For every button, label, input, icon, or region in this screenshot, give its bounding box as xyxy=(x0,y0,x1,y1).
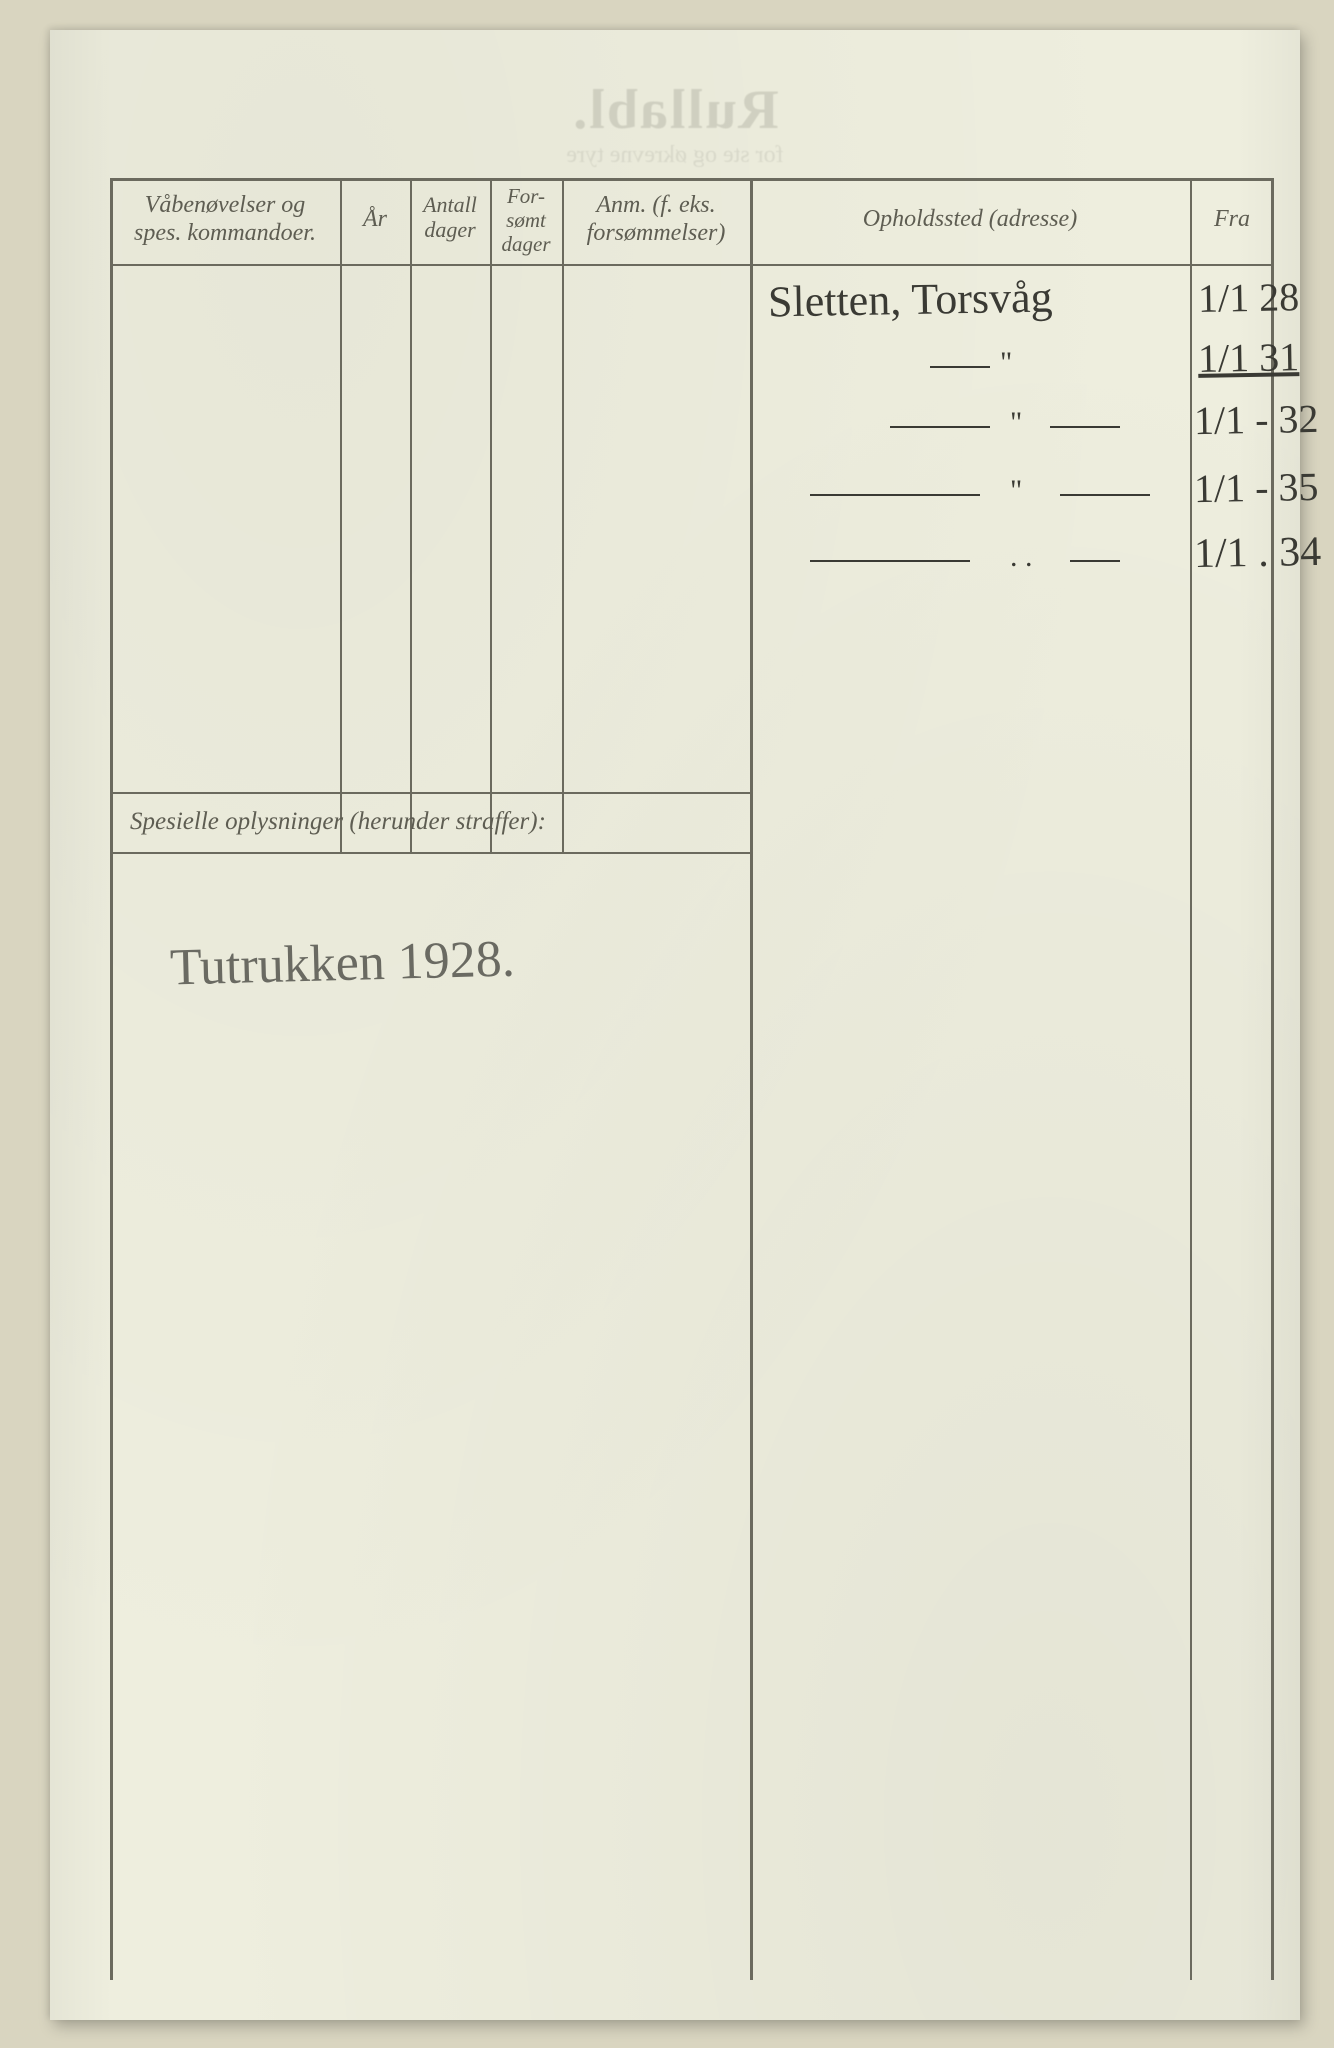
header-col3: Antalldager xyxy=(410,192,490,243)
header-col4: For-sømtdager xyxy=(490,184,562,256)
rule-right xyxy=(1271,178,1274,1980)
header-col6: Opholdssted (adresse) xyxy=(750,206,1190,234)
residence-fra-3: 1/1 - 32 xyxy=(1194,399,1319,441)
residence-fra-4: 1/1 - 35 xyxy=(1194,467,1319,509)
rule-section-bottom xyxy=(110,852,750,854)
residence-ditto-5a xyxy=(810,560,970,562)
rule-v-c5 xyxy=(750,178,753,1980)
residence-ditto-4c xyxy=(1060,494,1150,496)
section-label: Spesielle oplysninger (herunder straffer… xyxy=(130,808,730,837)
residence-ditto-3c xyxy=(1050,426,1120,428)
header-col1: Våbenøvelser ogspes. kommandoer. xyxy=(110,192,340,247)
header-col2: År xyxy=(340,206,410,234)
residence-ditto-3b: " xyxy=(1010,406,1022,440)
rule-top xyxy=(110,178,1274,181)
paper-sheet: Rullabl. for ste og økrevne tyre Våbenøv… xyxy=(50,30,1300,2020)
rule-left xyxy=(110,178,113,1980)
header-col5: Anm. (f. eks.forsømmelser) xyxy=(562,192,750,247)
residence-ditto-4a xyxy=(810,494,980,496)
bleedthrough-title: Rullabl. xyxy=(571,78,778,142)
rule-header-bottom xyxy=(110,264,1274,266)
rule-v-c3 xyxy=(490,178,492,852)
residence-ditto-2a xyxy=(930,366,990,368)
bleedthrough-subtitle: for ste og økrevne tyre xyxy=(566,142,783,169)
residence-fra-2: 1/1 31 xyxy=(1198,337,1300,379)
rule-upper-left-bottom xyxy=(110,792,750,794)
residence-ditto-5c xyxy=(1070,560,1120,562)
residence-ditto-2b: " xyxy=(1000,346,1012,380)
special-note: Tutrukken 1928. xyxy=(169,933,515,994)
residence-ditto-5b: . . xyxy=(1010,540,1033,574)
rule-v-c1 xyxy=(340,178,342,852)
residence-fra-1: 1/1 28 xyxy=(1198,277,1300,319)
residence-fra-5: 1/1 . 34 xyxy=(1194,531,1322,575)
header-col7: Fra xyxy=(1190,206,1274,234)
residence-ditto-4b: " xyxy=(1010,474,1022,508)
record-form: Våbenøvelser ogspes. kommandoer. År Anta… xyxy=(110,178,1274,1980)
residence-ditto-3a xyxy=(890,426,990,428)
residence-address-1: Sletten, Torsvåg xyxy=(768,276,1053,325)
rule-v-c4 xyxy=(562,178,564,852)
rule-v-c2 xyxy=(410,178,412,852)
rule-v-c6 xyxy=(1190,178,1192,1980)
